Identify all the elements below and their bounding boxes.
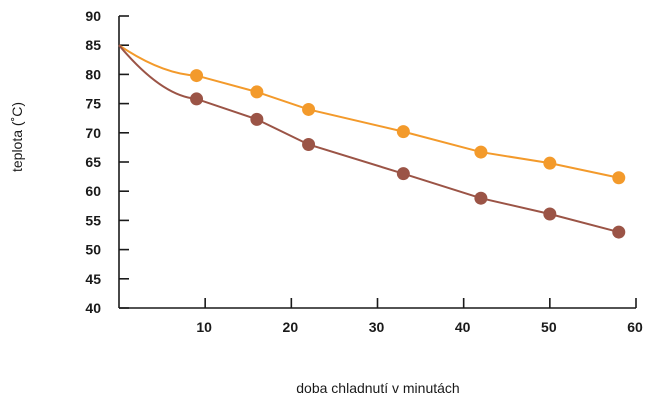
data-point xyxy=(302,102,316,116)
data-point xyxy=(543,207,557,221)
data-point xyxy=(396,125,410,139)
x-axis-title: doba chladnutí v minutách xyxy=(296,380,459,396)
data-point xyxy=(474,191,488,205)
data-point xyxy=(612,225,626,239)
y-tick-label: 80 xyxy=(85,66,101,82)
axes xyxy=(118,16,636,309)
y-tick-label: 70 xyxy=(85,125,101,141)
x-tick-label: 30 xyxy=(369,319,385,335)
data-point xyxy=(543,156,557,170)
y-tick-label: 40 xyxy=(85,300,101,316)
series-2 xyxy=(118,44,626,239)
x-tick-label: 40 xyxy=(455,319,471,335)
x-tick-label: 10 xyxy=(196,319,212,335)
data-point xyxy=(474,145,488,159)
series-line xyxy=(118,44,619,179)
y-tick-label: 85 xyxy=(85,37,101,53)
y-tick-label: 75 xyxy=(85,96,101,112)
data-point xyxy=(396,167,410,181)
y-tick-label: 90 xyxy=(85,8,101,24)
y-tick-label: 50 xyxy=(85,242,101,258)
data-point xyxy=(612,171,626,185)
x-tick-label: 50 xyxy=(541,319,557,335)
y-tick-label: 45 xyxy=(85,271,101,287)
y-ticks: 40 45 50 55 60 65 70 75 80 85 90 xyxy=(85,8,129,316)
data-point xyxy=(302,137,316,151)
series-1 xyxy=(118,44,626,185)
data-point xyxy=(190,69,204,83)
data-point xyxy=(250,85,264,99)
y-axis-title: teplota (˚C) xyxy=(9,102,25,172)
data-point xyxy=(190,92,204,106)
y-tick-label: 65 xyxy=(85,154,101,170)
x-tick-label: 20 xyxy=(283,319,299,335)
x-ticks: 10 20 30 40 50 60 xyxy=(196,298,643,335)
series-layer xyxy=(118,44,626,239)
x-tick-label: 60 xyxy=(627,319,643,335)
y-tick-label: 55 xyxy=(85,212,101,228)
y-tick-label: 60 xyxy=(85,183,101,199)
data-point xyxy=(250,112,264,126)
